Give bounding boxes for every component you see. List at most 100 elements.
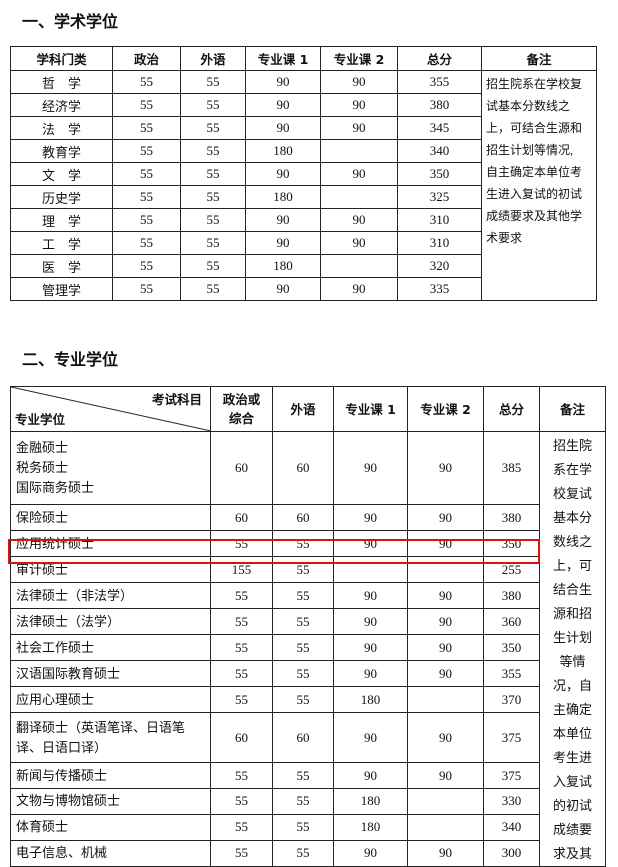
discipline-cell: 文 学 [10,162,113,186]
score-cell: 55 [112,254,181,278]
score-cell: 55 [112,231,181,255]
table-row: 翻译硕士（英语笔译、日语笔 译、日语口译） 60 60 90 90 375 [10,712,606,764]
score-cell: 55 [210,788,273,815]
degree-name: 应用心理硕士 [16,691,95,707]
score-cell: 350 [397,162,482,186]
score-cell: 90 [407,504,484,532]
column-header: 总分 [397,46,482,71]
remark-line: 考生进 [552,750,592,765]
table-row: 应用心理硕士 55 55 180 370 [10,686,606,714]
discipline-cell: 医 学 [10,254,113,278]
score-cell [407,788,484,815]
score-cell: 90 [407,634,484,662]
discipline-cell: 工 学 [10,231,113,255]
score-cell: 340 [483,813,540,841]
remark-line: 招生计划等情况, [486,143,574,157]
score-cell: 55 [272,686,334,714]
discipline-cell: 哲 学 [10,70,113,94]
degree-cell: 社会工作硕士 [10,634,211,662]
score-cell: 180 [333,788,408,815]
score-cell: 55 [112,185,181,209]
score-cell: 370 [483,686,540,714]
score-cell: 55 [180,254,246,278]
degree-cell: 法律硕士（非法学） [10,582,211,610]
table-row: 医 学 55 55 180 320 [10,254,597,278]
score-cell: 55 [180,139,246,163]
score-cell: 90 [333,660,408,688]
header-line: 综合 [228,411,254,426]
degree-name: 国际商务硕士 [16,480,95,496]
score-cell: 90 [320,277,398,301]
score-cell: 90 [245,208,321,232]
score-cell: 55 [210,530,273,558]
table-row: 社会工作硕士 55 55 90 90 350 [10,634,606,662]
score-cell: 375 [483,712,540,764]
table-row: 教育学 55 55 180 340 [10,139,597,163]
degree-name: 法律硕士（非法学） [16,587,134,603]
header-line: 总分 [498,401,524,417]
degree-cell: 翻译硕士（英语笔译、日语笔 译、日语口译） [10,712,211,764]
score-cell: 60 [272,430,334,506]
score-cell: 90 [320,231,398,255]
header-line: 专业课 2 [420,401,471,417]
header-subject: 考试科目 [151,392,202,407]
score-cell: 380 [483,582,540,610]
score-cell: 90 [333,430,408,506]
score-cell: 55 [272,660,334,688]
remark-line: 基本分 [552,510,592,525]
score-cell: 90 [333,504,408,532]
column-header: 专业课 1 [245,46,321,71]
table-row: 历史学 55 55 180 325 [10,185,597,209]
table-row: 哲 学 55 55 90 90 355 招生院系在学校复 试基本分数线之 上，可结合生源和 招生计… [10,70,597,301]
table-row: 新闻与传播硕士 55 55 90 90 375 [10,762,606,789]
remark-line: 生计划 [552,630,592,645]
score-cell [320,254,398,278]
score-cell: 310 [397,208,482,232]
score-cell: 55 [272,582,334,610]
score-cell: 375 [483,762,540,789]
degree-name: 译、日语口译） [16,739,108,755]
degree-cell: 汉语国际教育硕士 [10,660,211,688]
score-cell: 60 [210,504,273,532]
score-cell: 180 [333,813,408,841]
score-cell: 90 [407,712,484,764]
score-cell: 55 [210,582,273,610]
column-header: 外语 [180,46,246,71]
remark-line: 数线之 [552,534,592,549]
remark-line: 成绩要 [552,822,592,837]
score-cell: 90 [245,162,321,186]
score-cell: 325 [397,185,482,209]
score-cell: 90 [320,70,398,94]
score-cell: 90 [407,660,484,688]
degree-name: 社会工作硕士 [16,639,95,655]
score-cell: 90 [333,712,408,764]
degree-cell: 金融硕士 税务硕士 国际商务硕士 [10,430,211,506]
remark-line: 主确定 [552,702,592,717]
degree-name: 税务硕士 [16,460,69,476]
remark-line: 术要求 [486,231,523,245]
score-cell: 55 [272,839,334,867]
score-cell: 55 [272,788,334,815]
column-header: 专业课 1 [333,386,408,432]
score-cell [407,813,484,841]
score-cell: 90 [333,634,408,662]
remark-line: 结合生 [552,582,592,597]
remark-line: 等情 [559,654,586,669]
diagonal-header: 考试科目 专业学位 [10,386,211,432]
score-cell: 55 [272,530,334,558]
table-row: 管理学 55 55 90 90 335 [10,277,597,301]
score-cell: 55 [112,277,181,301]
score-cell: 385 [483,430,540,506]
degree-name: 保险硕士 [16,509,69,525]
score-cell: 90 [333,762,408,789]
score-cell: 55 [112,139,181,163]
score-cell: 90 [407,582,484,610]
degree-cell: 应用心理硕士 [10,686,211,714]
score-cell [407,686,484,714]
remark-cell: 招生院 系在学 校复试 基本分 数线之 上，可 结合生 源和招 生计划 等情 况，自 主确定 本单位 考生… [539,431,606,867]
score-cell: 55 [180,162,246,186]
remark-line: 试基本分数线之 [486,99,571,113]
score-cell: 90 [407,762,484,789]
remark-line: 的初试 [552,798,592,813]
section2-title: 二、专业学位 [22,350,119,369]
